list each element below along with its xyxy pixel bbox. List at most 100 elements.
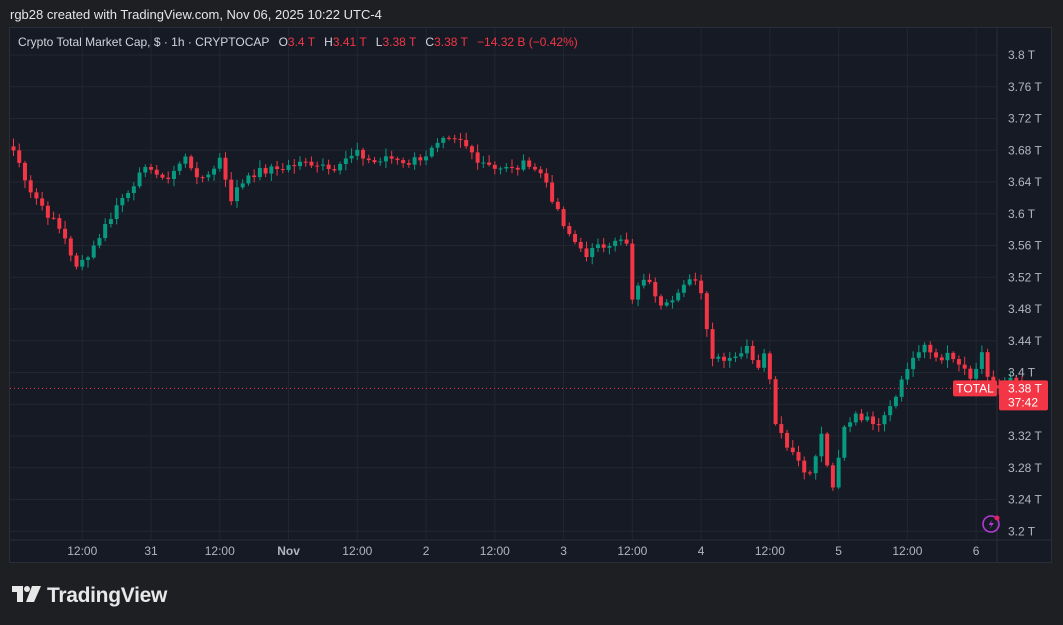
candle-body — [412, 157, 417, 165]
candle-body — [934, 352, 939, 358]
candle-body — [865, 416, 870, 421]
candle-body — [848, 422, 853, 427]
symbol-tag-label: TOTAL — [956, 381, 994, 395]
candle-body — [206, 174, 211, 178]
candle-body — [309, 161, 314, 166]
grid-lines — [10, 28, 1051, 562]
candle-body — [704, 293, 709, 330]
candle-body — [441, 137, 446, 143]
price-tag-countdown: 37:42 — [1008, 395, 1038, 409]
y-tick-label: 3.28 T — [1008, 461, 1042, 475]
candle-body — [114, 205, 119, 219]
candle-body — [40, 198, 45, 206]
candle-body — [458, 138, 463, 140]
candle-body — [229, 179, 234, 202]
change-value: −14.32 B (−0.42%) — [477, 35, 578, 49]
attribution-text: rgb28 created with TradingView.com, Nov … — [10, 7, 382, 22]
candle-body — [108, 218, 113, 225]
candle-body — [332, 169, 337, 171]
candle-body — [475, 152, 480, 163]
candle-body — [762, 353, 767, 368]
candle-body — [160, 174, 165, 178]
candle-body — [401, 160, 406, 164]
high-value: 3.41 T — [332, 35, 367, 49]
y-tick-label: 3.52 T — [1008, 270, 1042, 284]
price-tag-bg — [999, 380, 1048, 411]
candle-body — [189, 156, 194, 169]
candle-body — [578, 242, 583, 249]
x-tick-label: 5 — [835, 544, 842, 558]
candle-body — [922, 344, 927, 353]
price-tag-value: 3.38 T — [1008, 381, 1042, 395]
current-price-tag: TOTAL 3.38 T37:42 — [10, 380, 1048, 411]
candle-body — [326, 164, 331, 170]
candle-body — [807, 472, 812, 474]
y-tick-label: 3.4 T — [1008, 366, 1036, 380]
candle-body — [515, 167, 520, 170]
x-tick-label: 2 — [423, 544, 430, 558]
candle-body — [137, 172, 142, 187]
candle-body — [681, 284, 686, 293]
candle-body — [871, 416, 875, 425]
candle-body — [149, 166, 154, 170]
candle-body — [825, 433, 830, 466]
candle-body — [853, 413, 858, 423]
candle-body — [280, 169, 285, 171]
close-label: C — [425, 35, 435, 49]
candle-body — [756, 360, 761, 368]
candle-body — [355, 149, 360, 156]
candle-body — [956, 359, 961, 365]
candle-body — [91, 245, 96, 258]
candle-body — [217, 157, 222, 169]
candle-body — [234, 187, 239, 202]
candle-body — [779, 424, 784, 433]
candle-body — [223, 157, 228, 180]
candle-body — [985, 352, 990, 377]
candle-body — [584, 248, 589, 258]
candle-body — [498, 168, 503, 170]
candle-body — [240, 183, 245, 188]
candle-body — [97, 238, 102, 246]
candle-body — [567, 226, 572, 235]
candle-body — [269, 166, 274, 174]
x-tick-label: 4 — [698, 544, 705, 558]
low-value: 3.38 T — [382, 35, 417, 49]
candle-body — [893, 396, 898, 407]
candle-body — [303, 161, 308, 163]
candle-body — [418, 157, 423, 161]
candle-body — [315, 165, 320, 167]
tradingview-logo-icon — [12, 584, 42, 608]
candle-body — [63, 228, 68, 239]
snapshot-icon[interactable] — [982, 515, 1000, 533]
candle-body — [939, 357, 944, 361]
candle-body — [727, 357, 732, 361]
candle-body — [928, 344, 933, 353]
candle-body — [968, 368, 973, 379]
y-tick-label: 3.24 T — [1008, 493, 1042, 507]
candle-body — [200, 177, 205, 179]
candle-body — [876, 424, 881, 426]
candle-body — [171, 170, 176, 180]
candle-body — [143, 166, 148, 173]
candle-body — [767, 353, 772, 380]
candle-body — [624, 239, 629, 244]
candle-body — [28, 180, 33, 193]
candle-body — [383, 156, 388, 162]
chart-frame — [9, 27, 1052, 563]
candle-body — [905, 369, 910, 380]
x-tick-label: 12:00 — [755, 544, 785, 558]
tradingview-brand: TradingView — [12, 584, 167, 608]
candle-body — [544, 173, 549, 183]
x-tick-label: 12:00 — [342, 544, 372, 558]
candle-body — [595, 244, 600, 248]
candle-body — [699, 280, 704, 294]
candle-body — [424, 156, 429, 161]
candle-body — [607, 246, 612, 248]
x-tick-label: 12:00 — [67, 544, 97, 558]
y-tick-label: 3.6 T — [1008, 207, 1036, 221]
candle-body — [406, 163, 411, 165]
candle-body — [532, 166, 537, 170]
candle-body — [550, 182, 555, 202]
y-tick-label: 3.8 T — [1008, 48, 1036, 62]
candle-body — [819, 433, 824, 457]
